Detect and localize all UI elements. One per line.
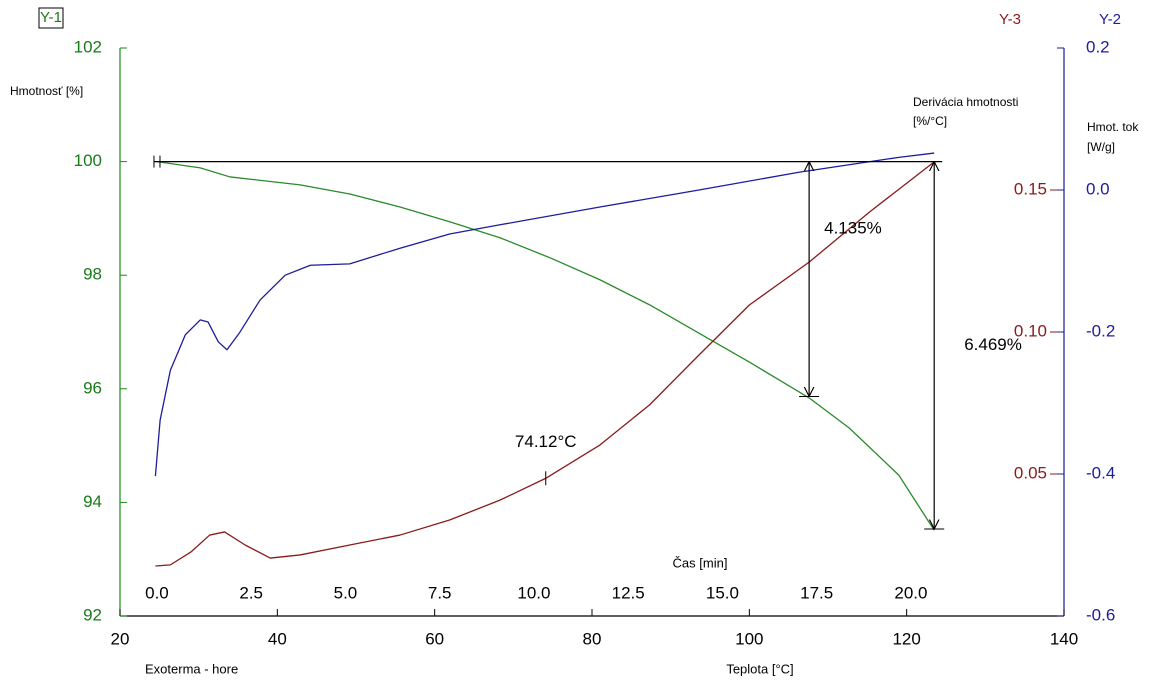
x2-tick-label: 20.0 xyxy=(894,583,927,602)
annotation-label: 6.469% xyxy=(964,335,1022,354)
x-tick-label: 40 xyxy=(268,629,287,648)
x2-tick-label: 17.5 xyxy=(800,583,833,602)
x2-tick-label: 7.5 xyxy=(428,583,452,602)
x2-tick-label: 0.0 xyxy=(145,583,169,602)
y-tick-label: 94 xyxy=(83,492,102,511)
y-tick-label: 98 xyxy=(83,265,102,284)
y2-tick-label: -0.6 xyxy=(1086,605,1115,624)
x2-axis-label: Čas [min] xyxy=(673,555,728,570)
series-line xyxy=(155,161,935,567)
x-tick-label: 60 xyxy=(425,629,444,648)
y3-axis-label: Derivácia hmotnosti xyxy=(913,95,1018,109)
y2-axis-label: Hmot. tok xyxy=(1087,120,1139,134)
series-line xyxy=(154,152,935,477)
y-axis-label: Hmotnosť [%] xyxy=(10,84,83,98)
annotation-label: 4.135% xyxy=(824,219,882,238)
y2-tick-label: 0.0 xyxy=(1086,179,1110,198)
y1-title: Y-1 xyxy=(40,9,62,26)
x-tick-label: 120 xyxy=(892,629,920,648)
x2-tick-label: 12.5 xyxy=(612,583,645,602)
y2-tick-label: 0.2 xyxy=(1086,37,1110,56)
y-tick-label: 100 xyxy=(74,151,102,170)
y2-axis-label: [W/g] xyxy=(1087,140,1115,154)
title-box xyxy=(38,7,64,29)
x-axis-label: Teplota [°C] xyxy=(726,661,793,676)
x2-tick-label: 15.0 xyxy=(706,583,739,602)
x2-tick-label: 5.0 xyxy=(334,583,358,602)
x-tick-label: 80 xyxy=(583,629,602,648)
y-tick-label: 96 xyxy=(83,378,102,397)
x-tick-label: 140 xyxy=(1050,629,1078,648)
y2-tick-label: -0.4 xyxy=(1086,463,1115,482)
series-line xyxy=(156,160,935,531)
y-tick-label: 102 xyxy=(74,37,102,56)
note: Exoterma - hore xyxy=(145,661,238,676)
y3-title: Y-3 xyxy=(999,11,1021,28)
x2-tick-label: 2.5 xyxy=(239,583,263,602)
y3-tick-label: 0.15 xyxy=(1014,179,1047,198)
y3-tick-label: 0.05 xyxy=(1014,463,1047,482)
y-tick-label: 92 xyxy=(83,605,102,624)
y2-title: Y-2 xyxy=(1099,11,1121,28)
y3-tick-label: 0.10 xyxy=(1014,321,1047,340)
x-tick-label: 20 xyxy=(111,629,130,648)
y2-tick-label: -0.2 xyxy=(1086,321,1115,340)
annotation-label: 74.12°C xyxy=(515,432,577,451)
x2-tick-label: 10.0 xyxy=(517,583,550,602)
y3-axis-label: [%/°C] xyxy=(913,114,947,128)
x-tick-label: 100 xyxy=(735,629,763,648)
